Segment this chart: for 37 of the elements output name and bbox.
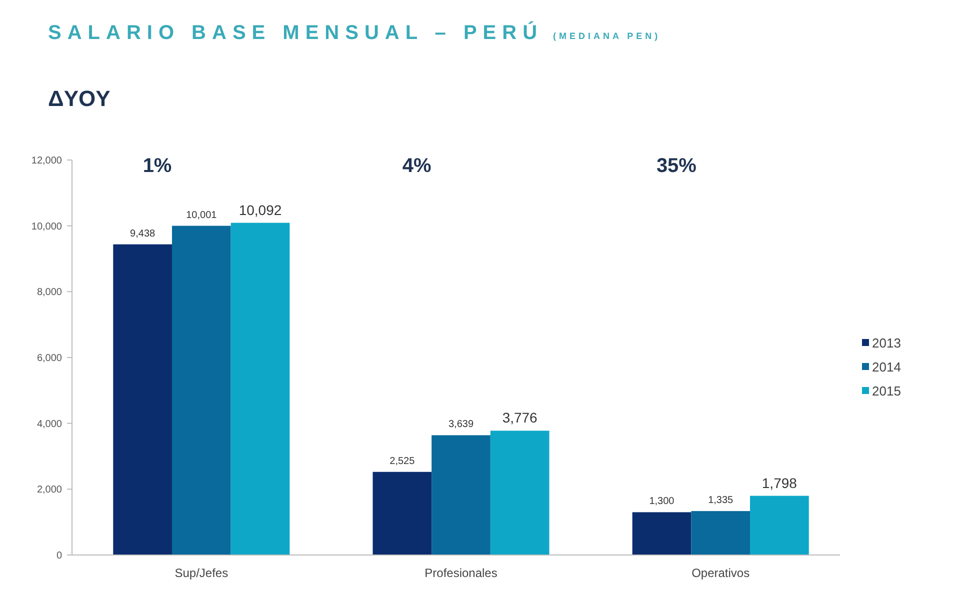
x-tick-label: Profesionales (424, 566, 498, 580)
legend-label: 2013 (872, 336, 901, 351)
legend-label: 2014 (872, 360, 901, 375)
annotation: 35% (656, 155, 697, 177)
chart-title: SALARIO BASE MENSUAL – PERÚ (48, 22, 544, 44)
bar (432, 435, 490, 555)
x-tick-label: Operativos (692, 566, 750, 580)
y-tick-label: 0 (56, 550, 62, 562)
data-label: 9,438 (130, 228, 156, 240)
data-label: 10,092 (238, 202, 282, 218)
chart-subtitle: (MEDIANA PEN) (553, 31, 661, 41)
y-tick-label: 4,000 (36, 418, 62, 430)
data-label: 1,300 (649, 496, 675, 508)
text: ΔYOY (48, 86, 111, 111)
annotation: 4% (402, 155, 432, 177)
legend-label: 2015 (872, 384, 901, 399)
bar (691, 511, 750, 555)
bar (490, 430, 550, 555)
data-label: 2,525 (390, 456, 416, 467)
y-tick-label: 6,000 (36, 353, 62, 364)
data-label: 1,335 (708, 495, 734, 506)
bar (113, 244, 172, 555)
bar (372, 472, 432, 555)
bar (632, 512, 692, 555)
x-tick-label: Sup/Jefes (174, 566, 228, 580)
data-label: 1,798 (762, 474, 798, 491)
data-label: 10,001 (186, 210, 218, 221)
bar (750, 496, 809, 555)
y-tick-label: 12,000 (31, 156, 62, 166)
bar (172, 226, 231, 555)
y-tick-label: 8,000 (36, 287, 62, 298)
data-label: 3,776 (502, 410, 538, 426)
data-label: 3,639 (448, 419, 474, 430)
annotation: 1% (142, 155, 172, 177)
bar (230, 222, 290, 555)
y-tick-label: 10,000 (31, 221, 62, 232)
y-tick-label: 2,000 (36, 484, 62, 496)
